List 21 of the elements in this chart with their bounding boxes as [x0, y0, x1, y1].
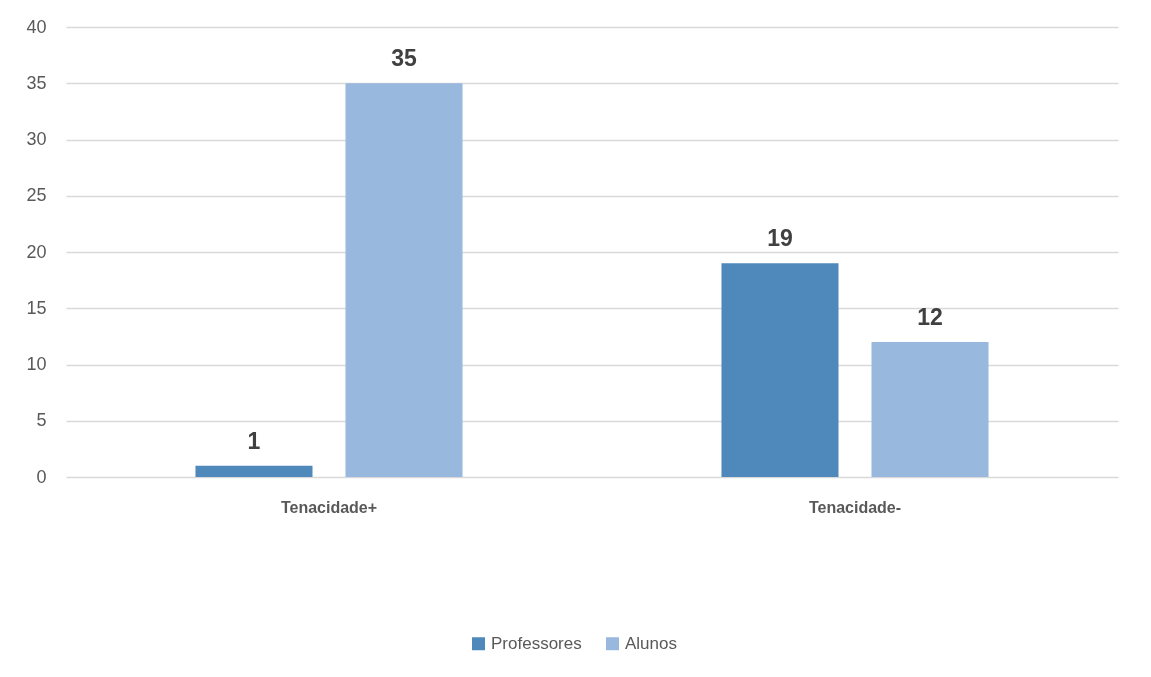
- y-tick-label: 0: [36, 466, 47, 487]
- x-tick-label: Tenacidade+: [280, 498, 378, 516]
- y-tick-label: 10: [26, 354, 47, 374]
- bar: [345, 83, 463, 477]
- data-label: 19: [767, 225, 793, 252]
- data-label: 1: [247, 427, 261, 454]
- y-tick-label: 15: [26, 297, 47, 318]
- y-tick-label: 30: [26, 129, 47, 149]
- data-label: 12: [917, 304, 943, 330]
- legend-label: Professores: [491, 633, 582, 653]
- bar: [195, 465, 313, 477]
- y-tick-label: 20: [26, 241, 47, 262]
- y-tick-label: 25: [26, 185, 47, 206]
- data-label: 35: [391, 45, 418, 72]
- y-tick-label: 35: [26, 72, 47, 93]
- y-tick-label: 5: [36, 410, 47, 431]
- bar: [721, 263, 839, 477]
- y-tick-label: 40: [26, 16, 47, 37]
- bar: [871, 342, 989, 477]
- x-tick-label: Tenacidade-: [808, 498, 902, 516]
- legend-label: Alunos: [625, 633, 677, 653]
